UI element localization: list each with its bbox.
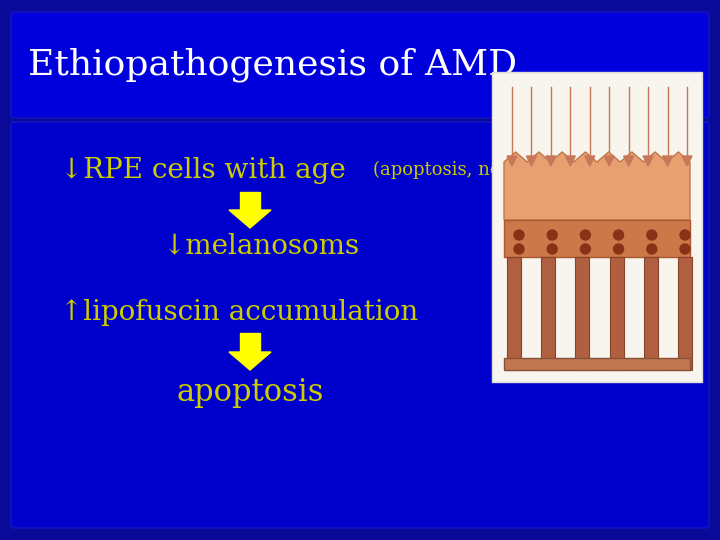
Circle shape — [514, 244, 524, 254]
Polygon shape — [643, 156, 653, 166]
Circle shape — [613, 230, 624, 240]
Polygon shape — [229, 352, 271, 370]
Circle shape — [647, 230, 657, 240]
Text: (apoptosis, necrosis): (apoptosis, necrosis) — [373, 161, 561, 179]
Bar — [610, 257, 624, 370]
Bar — [492, 72, 702, 382]
Polygon shape — [240, 192, 260, 210]
Polygon shape — [565, 156, 575, 166]
Text: ↑lipofuscin accumulation: ↑lipofuscin accumulation — [60, 299, 418, 326]
Polygon shape — [526, 156, 536, 166]
Circle shape — [647, 244, 657, 254]
Circle shape — [580, 230, 590, 240]
Bar — [507, 257, 521, 370]
Polygon shape — [624, 156, 634, 166]
Circle shape — [680, 244, 690, 254]
Polygon shape — [682, 156, 692, 166]
Circle shape — [547, 244, 557, 254]
Circle shape — [514, 230, 524, 240]
FancyBboxPatch shape — [11, 12, 709, 118]
Circle shape — [547, 230, 557, 240]
Text: ↓melanosoms: ↓melanosoms — [162, 233, 359, 260]
Circle shape — [680, 230, 690, 240]
Polygon shape — [662, 156, 672, 166]
Bar — [575, 257, 590, 370]
Text: apoptosis: apoptosis — [176, 376, 324, 408]
Polygon shape — [240, 333, 260, 352]
Text: Ethiopathogenesis of AMD: Ethiopathogenesis of AMD — [28, 48, 517, 82]
Bar — [678, 257, 692, 370]
Bar — [644, 257, 658, 370]
Bar — [504, 358, 690, 370]
Circle shape — [580, 244, 590, 254]
Bar — [504, 220, 690, 257]
Text: ↓RPE cells with age: ↓RPE cells with age — [60, 157, 346, 184]
Polygon shape — [604, 156, 614, 166]
Bar — [541, 257, 555, 370]
FancyBboxPatch shape — [11, 122, 709, 528]
Polygon shape — [507, 156, 517, 166]
Polygon shape — [229, 210, 271, 228]
Polygon shape — [504, 152, 690, 220]
Polygon shape — [546, 156, 556, 166]
Circle shape — [613, 244, 624, 254]
Polygon shape — [585, 156, 595, 166]
